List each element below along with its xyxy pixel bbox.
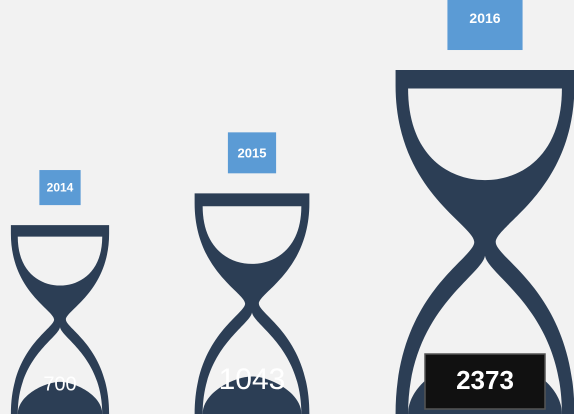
hourglass — [194, 132, 310, 414]
hourglass — [395, 0, 574, 414]
year-box — [447, 0, 523, 51]
year-box — [227, 132, 277, 174]
value-label: 2373 — [456, 365, 514, 395]
value-label: 700 — [43, 373, 76, 395]
hourglass-sand — [202, 376, 302, 414]
year-box — [39, 170, 81, 206]
year-label: 2015 — [238, 145, 267, 160]
value-label: 1043 — [219, 363, 286, 396]
hourglass-top-glass — [17, 236, 103, 286]
value-box — [424, 353, 546, 410]
year-label: 2014 — [47, 181, 74, 195]
year-label: 2016 — [469, 10, 500, 26]
hourglass-sand — [17, 381, 103, 414]
hourglass — [10, 170, 110, 414]
hourglass-top-glass — [202, 206, 302, 264]
hourglass-top-glass — [408, 88, 562, 181]
